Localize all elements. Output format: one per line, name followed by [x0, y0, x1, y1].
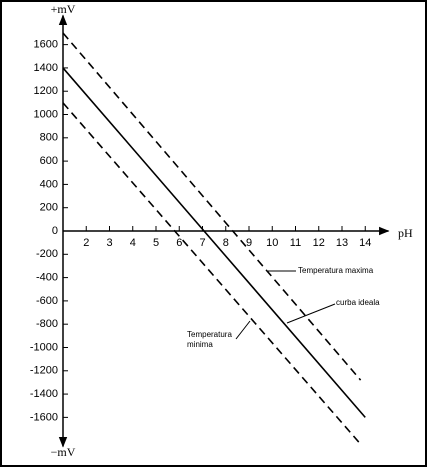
y-label-top: +mV	[51, 2, 76, 16]
x-tick-label: 2	[83, 237, 89, 249]
series-label: Temperatura minima	[187, 330, 232, 349]
x-tick-label: 14	[359, 237, 371, 249]
x-tick-label: 5	[153, 237, 159, 249]
x-tick-label: 12	[313, 237, 325, 249]
y-tick-label: 1600	[34, 39, 58, 51]
y-tick-label: 1200	[34, 85, 58, 97]
series-line	[62, 67, 366, 418]
leader-line	[235, 320, 251, 340]
y-tick-label: 1400	[34, 62, 58, 74]
x-tick-label: 11	[290, 237, 301, 249]
y-tick-label: 600	[40, 155, 58, 167]
y-tick-label: -800	[36, 318, 58, 330]
series-line	[62, 32, 362, 381]
y-tick-label: 400	[40, 178, 58, 190]
y-tick-label: -1400	[30, 388, 58, 400]
x-tick-label: 13	[336, 237, 348, 249]
x-label: pH	[398, 226, 413, 240]
y-tick-label: -1600	[30, 411, 58, 423]
y-label-bottom: −mV	[51, 445, 76, 459]
x-tick-label: 6	[176, 237, 182, 249]
y-tick-label: -600	[36, 295, 58, 307]
y-tick-label: -400	[36, 272, 58, 284]
series-label: Temperatura maxima	[298, 266, 374, 275]
y-tick-label: 800	[40, 132, 58, 144]
y-tick-label: 1000	[34, 108, 58, 120]
y-tick-label: -1200	[30, 365, 58, 377]
y-tick-label: 200	[40, 202, 58, 214]
y-tick-label: -200	[36, 248, 58, 260]
x-tick-label: 7	[199, 237, 205, 249]
x-tick-label: 4	[130, 237, 136, 249]
series-label: curba ideala	[336, 298, 380, 307]
x-tick-label: 8	[223, 237, 229, 249]
x-tick-label: 9	[246, 237, 252, 249]
leader-line	[286, 303, 336, 324]
y-tick-label: 0	[52, 225, 58, 237]
x-tick-label: 10	[266, 237, 278, 249]
series-line	[62, 102, 362, 445]
y-tick-label: -1000	[30, 341, 58, 353]
x-tick-label: 3	[106, 237, 112, 249]
